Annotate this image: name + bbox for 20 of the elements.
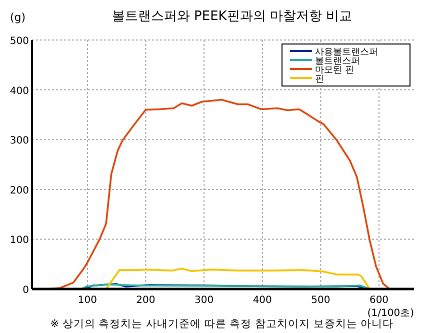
- chart-title: 볼트랜스퍼와 PEEK핀과의 마찰저항 비교: [112, 9, 352, 24]
- y-tick-label: 400: [10, 86, 29, 97]
- x-tick-label: 300: [194, 295, 214, 306]
- x-axis-title: (1/100초): [367, 308, 414, 319]
- y-tick-label: 300: [10, 136, 29, 147]
- y-tick-label: 500: [10, 36, 29, 47]
- legend-label: 사용볼트랜스퍼: [315, 48, 378, 58]
- y-tick-label: 0: [22, 285, 29, 296]
- legend-label: 핀: [315, 74, 324, 84]
- legend-label: 볼트랜스퍼: [315, 56, 360, 66]
- legend-label: 마모된 핀: [315, 66, 354, 76]
- x-tick-label: 400: [252, 295, 272, 306]
- x-tick-label: 100: [78, 295, 97, 306]
- x-tick-label: 500: [311, 295, 330, 306]
- y-tick-label: 100: [10, 235, 29, 246]
- y-tick-label: 200: [10, 185, 29, 196]
- text: ※ 상기의 측정치는 사내기준에 따른 측정 참고치이지 보증치는 아니다: [50, 318, 394, 330]
- x-tick-label: 600: [369, 295, 389, 306]
- y-axis-title: (g): [10, 11, 26, 24]
- x-tick-label: 200: [136, 295, 156, 306]
